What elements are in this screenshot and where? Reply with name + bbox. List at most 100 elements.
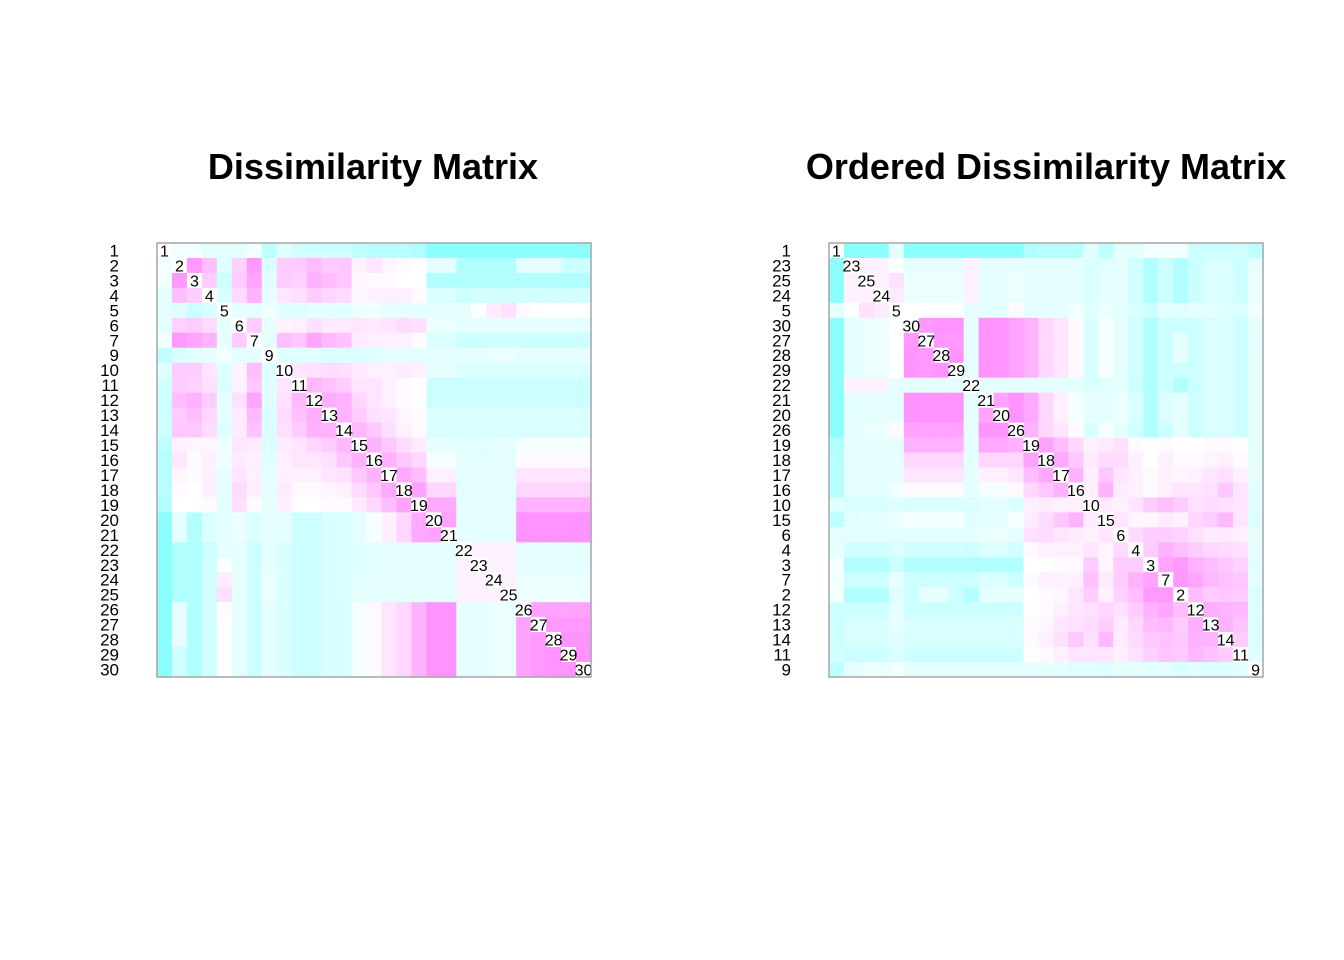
heatmap-cell	[546, 542, 562, 558]
heatmap-cell	[546, 482, 562, 499]
heatmap-cell	[933, 332, 950, 349]
heatmap-cell	[1203, 332, 1219, 349]
heatmap-cell	[201, 572, 218, 588]
heatmap-cell	[246, 272, 263, 289]
heatmap-cell	[441, 572, 457, 588]
heatmap-cell	[456, 542, 472, 558]
heatmap-cell	[261, 647, 278, 663]
heatmap-cell	[516, 362, 532, 379]
heatmap-cell	[246, 602, 263, 618]
heatmap-cell	[1188, 572, 1204, 588]
heatmap-cell	[1068, 243, 1085, 259]
heatmap-cell	[1248, 482, 1264, 499]
heatmap-cell	[843, 572, 860, 588]
heatmap-cell	[1053, 542, 1070, 558]
heatmap-cell	[858, 437, 875, 454]
heatmap-cell	[918, 467, 935, 484]
heatmap-cell	[321, 617, 338, 633]
heatmap-cell	[1218, 617, 1234, 633]
heatmap-cell	[531, 332, 547, 349]
heatmap-cell	[903, 497, 920, 513]
heatmap-cell	[276, 662, 293, 678]
heatmap-cell	[306, 302, 323, 319]
heatmap-cell	[918, 602, 935, 618]
heatmap-cell	[1188, 272, 1204, 289]
heatmap-cell	[1188, 497, 1204, 513]
heatmap-cell	[516, 587, 532, 603]
heatmap-cell	[381, 302, 398, 319]
heatmap-cell	[246, 407, 263, 424]
heatmap-cell	[1173, 482, 1189, 499]
heatmap-cell	[351, 272, 368, 289]
heatmap-cell	[546, 467, 562, 484]
heatmap-cell	[216, 243, 233, 259]
heatmap-cell	[1098, 317, 1114, 334]
row-label: 16	[772, 481, 791, 500]
heatmap-cell	[1203, 587, 1219, 603]
heatmap-cell	[201, 392, 218, 409]
heatmap-cell	[291, 632, 308, 648]
heatmap-cell	[366, 272, 383, 289]
heatmap-cell	[486, 407, 502, 424]
heatmap-cell	[231, 332, 248, 349]
heatmap-cell	[456, 347, 472, 364]
heatmap-cell	[381, 587, 398, 603]
heatmap-cell	[843, 527, 860, 543]
heatmap-cell	[1173, 512, 1189, 528]
heatmap-cell	[216, 317, 233, 334]
heatmap-cell	[1188, 407, 1204, 424]
row-label: 26	[772, 421, 791, 440]
heatmap-cell	[261, 332, 278, 349]
heatmap-cell	[829, 437, 845, 454]
heatmap-cell	[201, 617, 218, 633]
heatmap-cell	[426, 422, 442, 439]
heatmap-cell	[501, 632, 517, 648]
heatmap-cell	[231, 482, 248, 499]
heatmap-cell	[186, 602, 203, 618]
diagonal-label: 10	[275, 363, 293, 380]
heatmap-cell	[366, 617, 383, 633]
heatmap-cell	[1008, 317, 1025, 334]
heatmap-cell	[561, 617, 577, 633]
heatmap-cell	[366, 557, 383, 573]
heatmap-cell	[918, 377, 935, 394]
heatmap-cell	[1233, 362, 1249, 379]
heatmap-cell	[291, 587, 308, 603]
heatmap-cell	[1068, 422, 1085, 439]
heatmap-cell	[276, 257, 293, 274]
heatmap-cell	[888, 243, 905, 259]
heatmap-cell	[829, 302, 845, 319]
heatmap-cell	[306, 497, 323, 513]
heatmap-cell	[456, 332, 472, 349]
heatmap-cell	[993, 243, 1010, 259]
heatmap-cell	[873, 542, 890, 558]
heatmap-cell	[1128, 662, 1144, 678]
heatmap-cell	[186, 632, 203, 648]
row-label: 19	[100, 496, 119, 515]
heatmap-cell	[829, 243, 845, 259]
heatmap-cell	[531, 572, 547, 588]
heatmap-cell	[1158, 332, 1174, 349]
heatmap-cell	[291, 243, 308, 259]
heatmap-cell	[1128, 512, 1144, 528]
heatmap-cell	[546, 572, 562, 588]
heatmap-cell	[1068, 632, 1085, 648]
heatmap-cell	[576, 497, 592, 513]
heatmap-cell	[858, 407, 875, 424]
heatmap-cell	[1098, 243, 1114, 259]
heatmap-cell	[471, 632, 487, 648]
heatmap-cell	[336, 287, 353, 304]
heatmap-cell	[396, 482, 413, 499]
heatmap-cell	[1053, 257, 1070, 274]
heatmap-cell	[1218, 407, 1234, 424]
heatmap-cell	[1143, 407, 1159, 424]
heatmap-cell	[1218, 332, 1234, 349]
heatmap-cell	[291, 377, 308, 394]
heatmap-cell	[426, 362, 442, 379]
heatmap-cell	[411, 272, 427, 289]
heatmap-cell	[1068, 467, 1085, 484]
heatmap-cell	[888, 257, 905, 274]
heatmap-cell	[1173, 452, 1189, 469]
heatmap-cell	[1188, 317, 1204, 334]
